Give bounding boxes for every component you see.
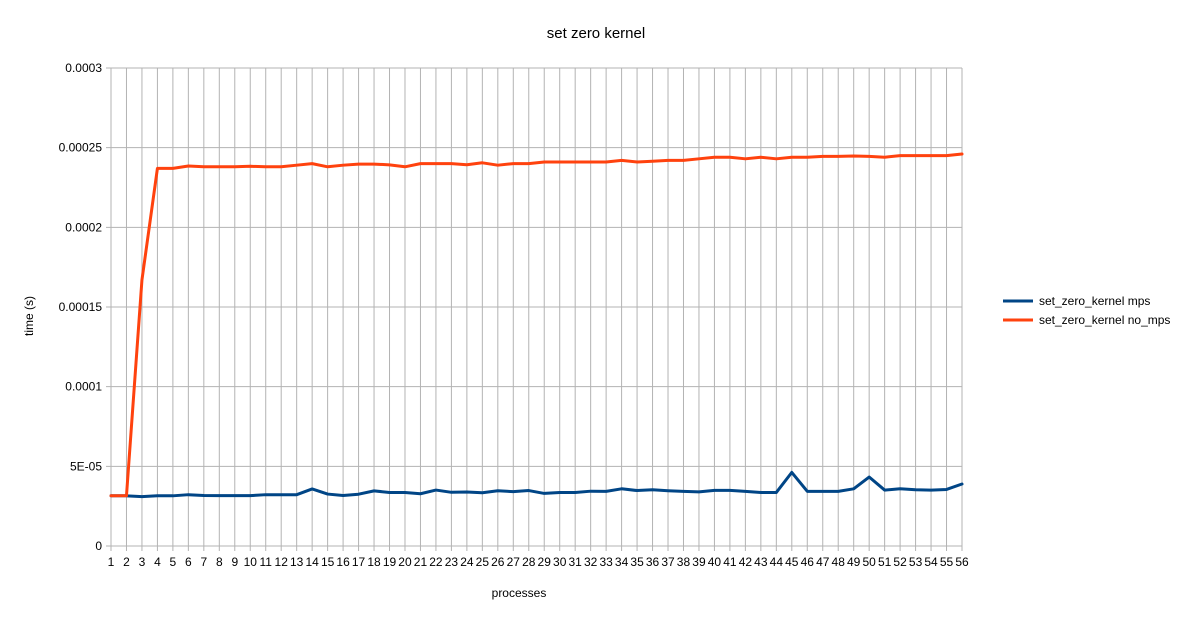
x-tick-label: 47 [816, 555, 830, 569]
x-axis-ticks: 1 2 3 4 5 6 7 8 9 10 11 12 13 14 15 16 17 18 19 20 21 22 23 24 2… [108, 555, 969, 569]
x-tick-label: 15 [321, 555, 335, 569]
y-tick-label: 0.00025 [59, 141, 103, 155]
x-tick-label: 50 [862, 555, 876, 569]
x-tick-label: 5 [170, 555, 177, 569]
x-tick-label: 7 [200, 555, 207, 569]
x-tick-label: 53 [909, 555, 923, 569]
x-tick-label: 16 [336, 555, 350, 569]
x-tick-label: 9 [231, 555, 238, 569]
x-tick-label: 31 [569, 555, 583, 569]
x-tick-label: 35 [630, 555, 644, 569]
x-tick-label: 55 [940, 555, 954, 569]
x-tick-label: 52 [893, 555, 907, 569]
legend-label: set_zero_kernel no_mps [1039, 313, 1170, 327]
x-tick-label: 29 [538, 555, 552, 569]
x-tick-label: 43 [754, 555, 768, 569]
x-tick-label: 8 [216, 555, 223, 569]
x-tick-label: 34 [615, 555, 629, 569]
x-tick-label: 42 [739, 555, 753, 569]
x-tick-label: 41 [723, 555, 737, 569]
x-tick-label: 25 [476, 555, 490, 569]
x-tick-label: 38 [677, 555, 691, 569]
y-tick-label: 0.0002 [65, 220, 102, 234]
series-line [109, 152, 964, 498]
y-tick-label: 0.0001 [65, 380, 102, 394]
y-tick-label: 0 [95, 539, 102, 553]
x-tick-label: 10 [244, 555, 258, 569]
x-tick-label: 56 [955, 555, 969, 569]
x-tick-label: 44 [770, 555, 784, 569]
x-tick-label: 20 [398, 555, 412, 569]
x-tick-label: 46 [801, 555, 815, 569]
x-tick-label: 39 [692, 555, 706, 569]
x-tick-label: 33 [599, 555, 613, 569]
x-tick-label: 11 [259, 555, 272, 569]
x-tick-label: 32 [584, 555, 598, 569]
y-tick-label: 0.00015 [59, 300, 103, 314]
x-axis-label: processes [492, 586, 547, 600]
x-tick-label: 21 [414, 555, 428, 569]
legend-label: set_zero_kernel mps [1039, 294, 1150, 308]
x-tick-label: 14 [305, 555, 319, 569]
y-axis-ticks: 0 5E-05 0.0001 0.00015 0.0002 0.00025 0.0003 [59, 61, 103, 553]
y-tick-label: 5E-05 [70, 459, 102, 473]
x-tick-label: 28 [522, 555, 536, 569]
chart-title: set zero kernel [547, 25, 645, 42]
x-tick-label: 49 [847, 555, 861, 569]
grid-lines [106, 67, 963, 551]
x-tick-label: 12 [275, 555, 289, 569]
x-tick-label: 26 [491, 555, 505, 569]
x-tick-label: 30 [553, 555, 567, 569]
x-tick-label: 54 [924, 555, 938, 569]
x-tick-label: 22 [429, 555, 443, 569]
x-tick-label: 19 [383, 555, 397, 569]
x-tick-label: 18 [367, 555, 381, 569]
x-tick-label: 13 [290, 555, 304, 569]
series-lines [109, 152, 964, 499]
x-tick-label: 2 [123, 555, 130, 569]
series-line [109, 470, 964, 499]
x-tick-label: 45 [785, 555, 799, 569]
x-tick-label: 23 [445, 555, 459, 569]
x-tick-label: 51 [878, 555, 892, 569]
x-tick-label: 40 [708, 555, 722, 569]
x-tick-label: 17 [352, 555, 366, 569]
x-tick-label: 1 [108, 555, 115, 569]
x-tick-label: 27 [507, 555, 521, 569]
x-tick-label: 24 [460, 555, 474, 569]
x-tick-label: 4 [154, 555, 161, 569]
x-tick-label: 6 [185, 555, 192, 569]
legend: set_zero_kernel mps set_zero_kernel no_mp… [1003, 294, 1170, 327]
x-tick-label: 36 [646, 555, 660, 569]
x-tick-label: 48 [832, 555, 846, 569]
x-tick-label: 37 [661, 555, 675, 569]
y-axis-label: time (s) [22, 296, 36, 336]
x-tick-label: 3 [139, 555, 146, 569]
y-tick-label: 0.0003 [65, 61, 102, 75]
